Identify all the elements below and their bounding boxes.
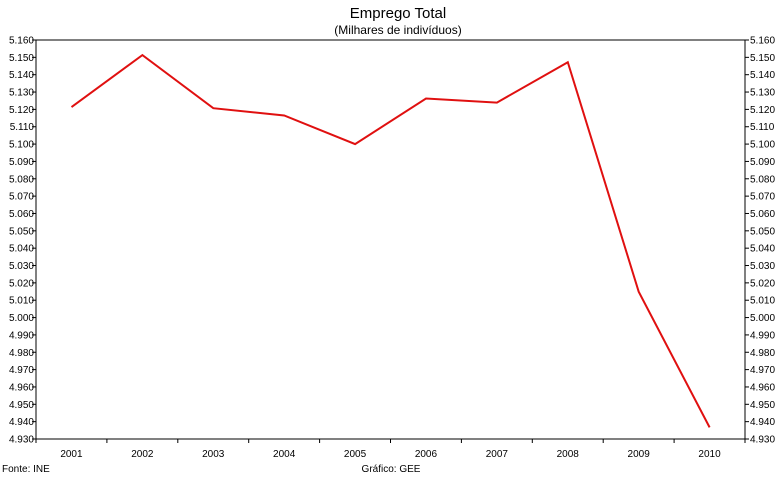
y-tick-label-left: 5.040 — [9, 244, 34, 255]
y-tick-label-right: 4.990 — [750, 330, 775, 341]
y-tick-label-left: 5.030 — [9, 261, 34, 272]
y-tick-label-right: 5.060 — [750, 209, 775, 220]
x-tick-label: 2005 — [344, 449, 367, 460]
x-tick-label: 2006 — [415, 449, 438, 460]
x-tick-label: 2002 — [131, 449, 154, 460]
y-axis-right: 4.930 4.940 4.950 4.960 4.970 4.980 4.990 5.000… — [745, 36, 775, 446]
y-tick-label-left: 4.990 — [9, 330, 34, 341]
y-tick-label-right: 5.080 — [750, 174, 775, 185]
y-tick-label-right: 4.970 — [750, 365, 775, 376]
chart-title: Emprego Total — [350, 5, 446, 22]
y-tick-label-right: 5.110 — [750, 122, 775, 133]
chart-subtitle: (Milhares de indivíduos) — [334, 23, 461, 37]
series-group — [70, 53, 711, 428]
chart-credit: Gráfico: GEE — [362, 464, 421, 475]
x-tick-label: 2003 — [202, 449, 225, 460]
y-tick-label-right: 4.960 — [750, 382, 775, 393]
x-axis: 2001 2002 2003 2004 2005 2006 2007 2008 2009 2010 — [35, 439, 746, 460]
y-tick-label-right: 5.050 — [750, 226, 775, 237]
y-tick-label-right: 5.070 — [750, 192, 775, 203]
y-tick-label-left: 5.150 — [9, 53, 34, 64]
y-tick-label-right: 5.090 — [750, 157, 775, 168]
y-tick-label-left: 4.930 — [9, 435, 34, 446]
y-tick-label-left: 5.080 — [9, 174, 34, 185]
y-tick-label-right: 5.030 — [750, 261, 775, 272]
y-tick-label-left: 4.980 — [9, 348, 34, 359]
y-tick-label-right: 4.950 — [750, 400, 775, 411]
y-tick-label-left: 5.160 — [9, 36, 34, 47]
y-tick-label-left: 5.120 — [9, 105, 34, 116]
y-tick-label-left: 4.940 — [9, 417, 34, 428]
x-tick-label: 2009 — [628, 449, 651, 460]
y-tick-label-left: 5.000 — [9, 313, 34, 324]
y-tick-label-right: 5.120 — [750, 105, 775, 116]
y-tick-label-right: 4.930 — [750, 435, 775, 446]
y-tick-label-left: 4.950 — [9, 400, 34, 411]
y-tick-label-left: 5.130 — [9, 88, 34, 99]
y-tick-label-left: 5.100 — [9, 140, 34, 151]
y-tick-label-left: 5.020 — [9, 278, 34, 289]
y-tick-label-left: 5.060 — [9, 209, 34, 220]
y-tick-label-left: 5.090 — [9, 157, 34, 168]
y-tick-label-right: 5.140 — [750, 70, 775, 81]
y-tick-label-right: 5.000 — [750, 313, 775, 324]
x-tick-label: 2001 — [60, 449, 83, 460]
y-tick-label-left: 5.110 — [10, 122, 35, 133]
y-tick-label-left: 5.010 — [9, 296, 34, 307]
y-tick-label-right: 5.010 — [750, 296, 775, 307]
y-tick-label-right: 5.100 — [750, 140, 775, 151]
x-tick-label: 2007 — [486, 449, 509, 460]
y-tick-label-right: 5.040 — [750, 244, 775, 255]
y-tick-label-left: 4.960 — [9, 382, 34, 393]
y-tick-label-left: 4.970 — [9, 365, 34, 376]
y-tick-label-left: 5.070 — [9, 192, 34, 203]
y-tick-label-right: 5.160 — [750, 36, 775, 47]
y-tick-label-right: 5.020 — [750, 278, 775, 289]
y-tick-label-right: 4.940 — [750, 417, 775, 428]
y-tick-label-left: 5.140 — [9, 70, 34, 81]
plot-frame — [35, 39, 746, 440]
x-tick-label: 2004 — [273, 449, 296, 460]
y-axis-left: 4.930 4.940 4.950 4.960 4.970 4.980 4.990 5.000… — [9, 36, 36, 446]
y-tick-label-right: 5.130 — [750, 88, 775, 99]
x-tick-label: 2008 — [557, 449, 580, 460]
source-note: Fonte: INE — [2, 464, 50, 475]
y-tick-label-right: 4.980 — [750, 348, 775, 359]
x-tick-label: 2010 — [698, 449, 721, 460]
series-line — [70, 53, 711, 428]
y-tick-label-left: 5.050 — [9, 226, 34, 237]
y-tick-label-right: 5.150 — [750, 53, 775, 64]
